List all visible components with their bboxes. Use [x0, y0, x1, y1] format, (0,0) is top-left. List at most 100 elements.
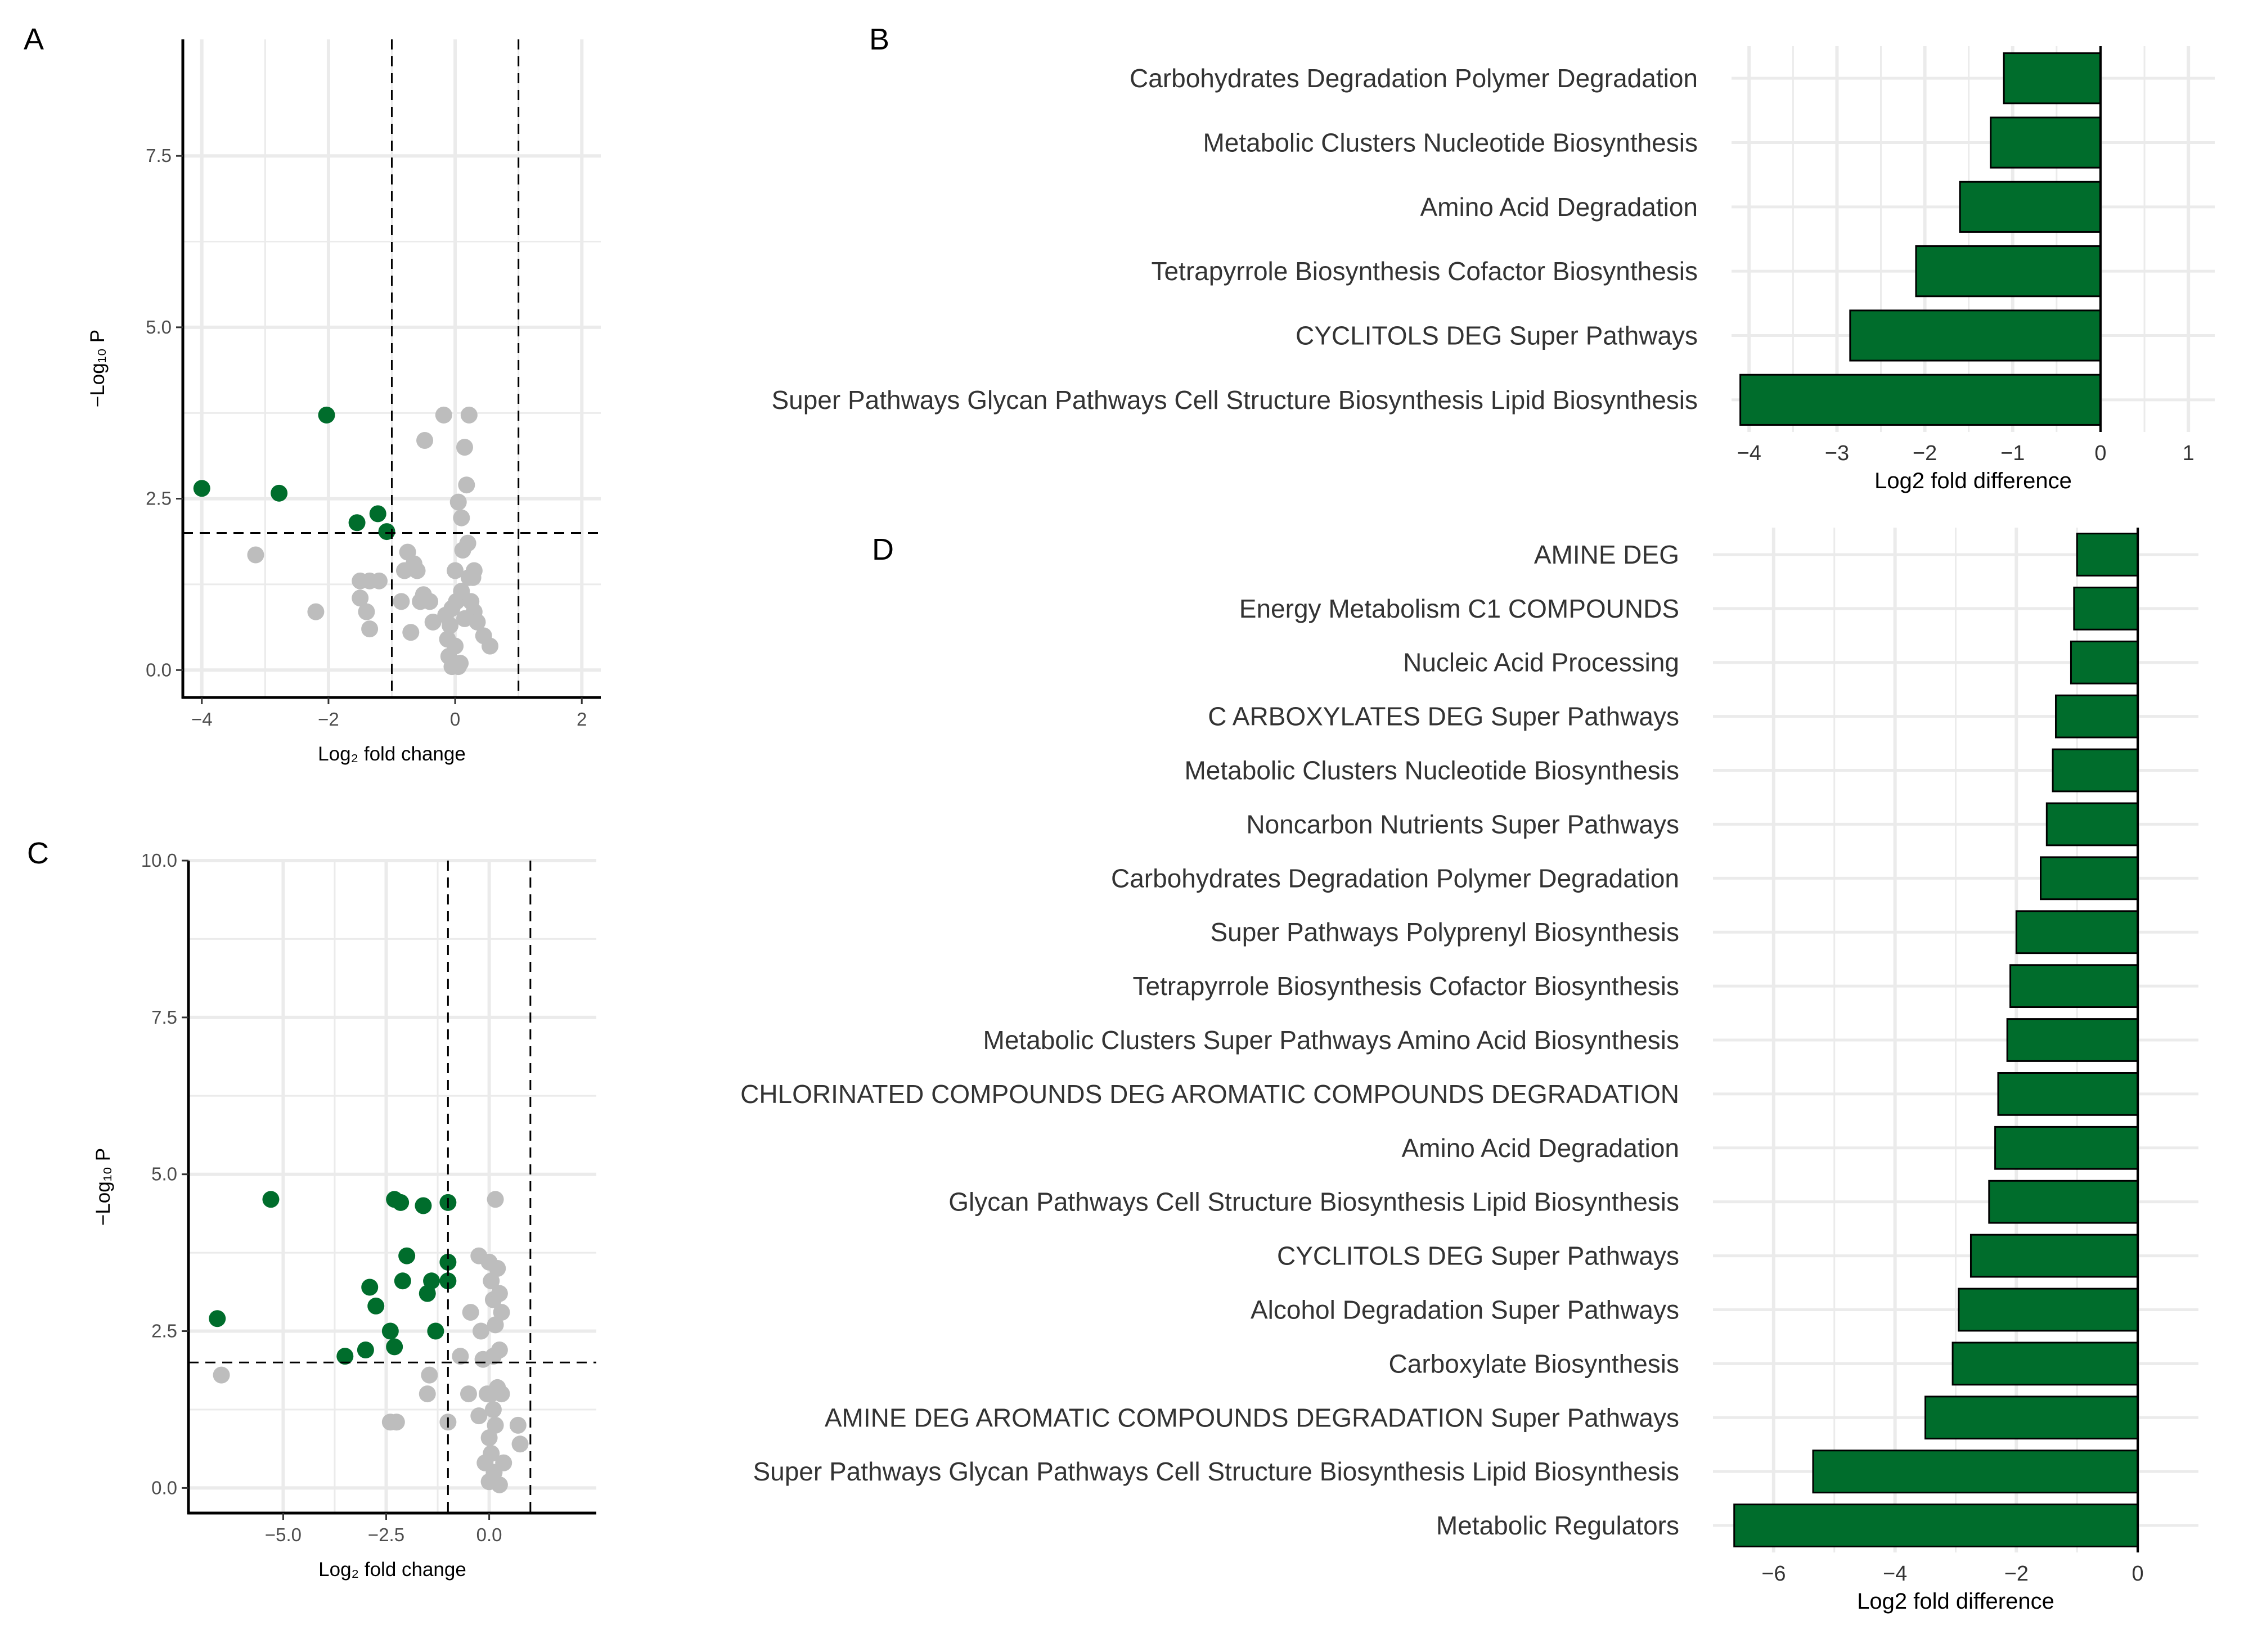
point-nonsignificant	[462, 1304, 479, 1321]
x-tick-label: 0.0	[476, 1524, 502, 1545]
category-label: Metabolic Regulators	[1436, 1511, 1679, 1540]
point-nonsignificant	[358, 603, 375, 620]
bar	[1959, 181, 2102, 233]
point-significant	[367, 1297, 385, 1315]
bar	[2009, 964, 2139, 1009]
x-tick-label: −2.5	[368, 1524, 404, 1545]
point-nonsignificant	[361, 620, 379, 638]
category-label: Glycan Pathways Cell Structure Biosynthe…	[948, 1187, 1679, 1217]
bar	[1988, 1180, 2139, 1224]
point-nonsignificant	[460, 1385, 477, 1403]
x-tick-label: 0	[2132, 1562, 2144, 1586]
point-nonsignificant	[491, 1285, 508, 1302]
point-nonsignificant	[460, 406, 478, 424]
y-tick-label: 7.5	[146, 145, 172, 166]
category-label: Tetrapyrrole Biosynthesis Cofactor Biosy…	[1151, 256, 1698, 286]
category-label: Noncarbon Nutrients Super Pathways	[1246, 809, 1679, 839]
point-nonsignificant	[408, 562, 426, 579]
bar	[1924, 1396, 2139, 1440]
point-nonsignificant	[458, 476, 475, 494]
panel-letter-a: A	[24, 22, 44, 56]
point-nonsignificant	[447, 637, 464, 655]
category-label: Metabolic Clusters Nucleotide Biosynthes…	[1184, 756, 1679, 785]
bar	[1812, 1450, 2139, 1494]
point-significant	[423, 1272, 440, 1290]
x-tick-label: −3	[1825, 442, 1849, 465]
point-significant	[427, 1322, 444, 1340]
point-nonsignificant	[370, 572, 388, 589]
point-nonsignificant	[493, 1385, 510, 1403]
point-nonsignificant	[483, 1272, 500, 1290]
point-nonsignificant	[402, 624, 420, 641]
bar	[2015, 910, 2139, 955]
point-nonsignificant	[442, 617, 459, 634]
x-tick-label: −2	[318, 709, 339, 730]
point-nonsignificant	[307, 603, 325, 620]
point-significant	[262, 1191, 280, 1208]
x-axis-title: Log2 fold difference	[1857, 1589, 2054, 1614]
point-nonsignificant	[493, 1304, 510, 1321]
bar	[2052, 748, 2139, 793]
bar	[2076, 533, 2139, 577]
category-label: Energy Metabolism C1 COMPOUNDS	[1239, 594, 1679, 623]
point-nonsignificant	[459, 534, 476, 552]
point-nonsignificant	[452, 655, 469, 672]
point-significant	[357, 1342, 374, 1358]
point-nonsignificant	[511, 1435, 529, 1453]
bar	[1997, 1072, 2139, 1116]
point-nonsignificant	[352, 589, 369, 607]
point-nonsignificant	[495, 1454, 512, 1471]
point-significant	[415, 1197, 432, 1214]
point-nonsignificant	[435, 406, 452, 424]
x-tick-label: 1	[2183, 442, 2194, 465]
bar	[1990, 116, 2102, 169]
category-label: Carbohydrates Degradation Polymer Degrad…	[1111, 863, 1679, 893]
point-nonsignificant	[416, 431, 434, 449]
y-tick-label: 2.5	[151, 1321, 177, 1342]
bar	[2045, 802, 2139, 847]
point-nonsignificant	[484, 1401, 502, 1418]
point-significant	[398, 1247, 416, 1264]
x-axis-title: Log2 fold difference	[1874, 469, 2072, 493]
y-axis-title: −Log₁₀ P	[87, 330, 109, 407]
x-tick-label: −2	[1913, 442, 1937, 465]
point-nonsignificant	[449, 493, 467, 511]
bar	[2054, 694, 2139, 739]
category-label: Nucleic Acid Processing	[1403, 648, 1679, 677]
category-label: CYCLITOLS DEG Super Pathways	[1296, 321, 1698, 350]
bar	[1994, 1126, 2139, 1170]
category-label: Super Pathways Glycan Pathways Cell Stru…	[771, 385, 1698, 415]
point-nonsignificant	[491, 1476, 508, 1493]
bar	[1733, 1504, 2139, 1547]
point-nonsignificant	[483, 1445, 500, 1462]
category-label: Alcohol Degradation Super Pathways	[1251, 1295, 1679, 1324]
point-nonsignificant	[247, 546, 264, 564]
bar	[2073, 586, 2139, 631]
point-nonsignificant	[421, 1366, 438, 1384]
point-significant	[348, 514, 366, 532]
point-nonsignificant	[419, 1385, 436, 1403]
y-axis-title: −Log₁₀ P	[92, 1148, 114, 1226]
category-label: Super Pathways Glycan Pathways Cell Stru…	[753, 1457, 1679, 1486]
point-significant	[209, 1310, 226, 1327]
category-label: CHLORINATED COMPOUNDS DEG AROMATIC COMPO…	[740, 1079, 1679, 1109]
x-tick-label: −5.0	[265, 1524, 302, 1545]
point-nonsignificant	[393, 593, 410, 610]
bar-chart-d: AMINE DEG Energy Metabolism C1 COMPOUNDS N…	[740, 528, 2198, 1614]
y-tick-label: 0.0	[151, 1477, 177, 1498]
point-significant	[336, 1348, 354, 1365]
category-label: Amino Acid Degradation	[1420, 192, 1698, 222]
point-nonsignificant	[481, 637, 498, 655]
point-nonsignificant	[465, 562, 483, 579]
panel-letter-d: D	[872, 533, 894, 566]
point-nonsignificant	[480, 1429, 498, 1447]
point-nonsignificant	[470, 1407, 488, 1425]
x-tick-label: 0	[2094, 442, 2106, 465]
category-label: Carboxylate Biosynthesis	[1389, 1349, 1679, 1378]
point-nonsignificant	[469, 613, 486, 631]
point-significant	[271, 484, 288, 502]
category-label: C ARBOXYLATES DEG Super Pathways	[1208, 702, 1679, 731]
category-label: Amino Acid Degradation	[1401, 1133, 1679, 1163]
point-significant	[318, 406, 335, 424]
